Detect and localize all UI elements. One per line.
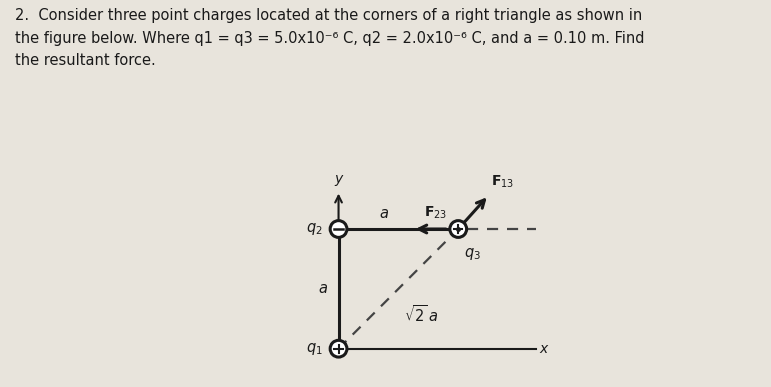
Circle shape xyxy=(449,221,466,237)
Text: $\mathbf{F}_{13}$: $\mathbf{F}_{13}$ xyxy=(491,174,514,190)
Text: a: a xyxy=(379,205,389,221)
Text: a: a xyxy=(318,281,328,296)
Text: $q_1$: $q_1$ xyxy=(306,341,323,357)
Text: $\mathbf{F}_{23}$: $\mathbf{F}_{23}$ xyxy=(424,204,447,221)
Circle shape xyxy=(330,221,347,237)
Text: y: y xyxy=(335,172,342,186)
Text: 2.  Consider three point charges located at the corners of a right triangle as s: 2. Consider three point charges located … xyxy=(15,8,645,68)
Text: $q_2$: $q_2$ xyxy=(306,221,323,237)
Circle shape xyxy=(330,340,347,357)
Text: $\sqrt{2}\,a$: $\sqrt{2}\,a$ xyxy=(404,305,439,325)
Text: x: x xyxy=(540,342,548,356)
Text: $q_3$: $q_3$ xyxy=(464,246,481,262)
